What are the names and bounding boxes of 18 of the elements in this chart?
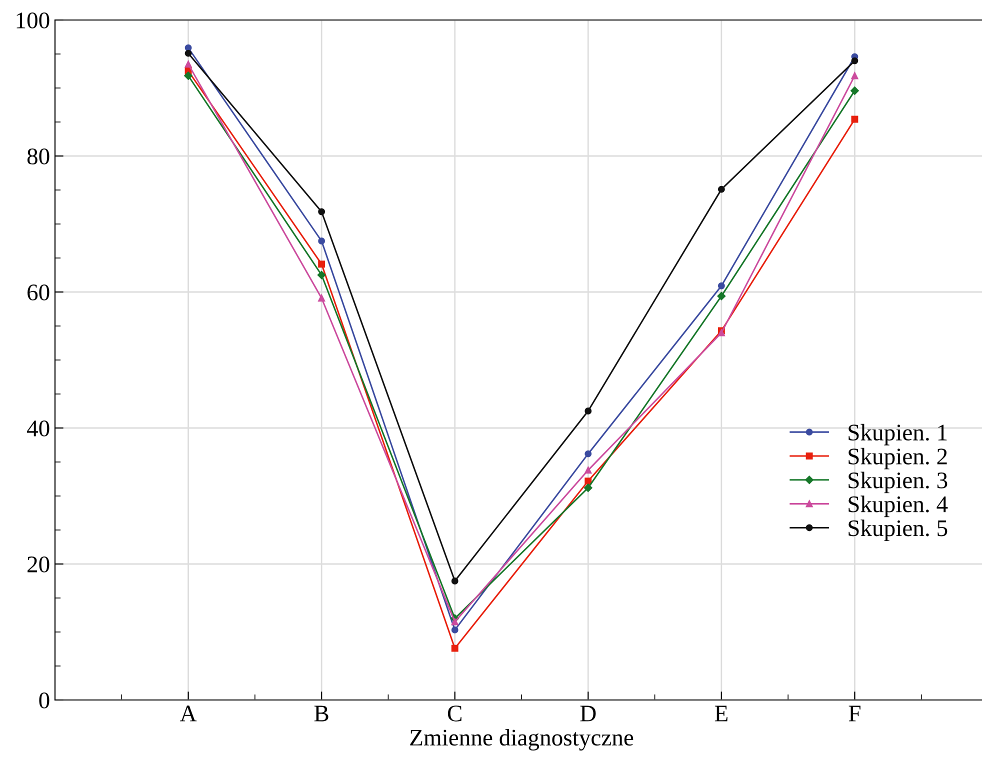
y-tick-label: 20 [28,556,50,572]
x-tick-label: A [180,706,197,722]
y-tick-label: 100 [16,12,50,28]
x-tick-label: F [848,706,860,722]
legend-label: Skupien. 4 [848,496,948,518]
y-tick-label: 40 [26,420,50,436]
x-tick-label: D [580,706,596,722]
legend-label: Skupien. 5 [848,520,948,542]
legend-label: Skupien. 3 [848,472,948,494]
x-tick-label: C [448,706,462,722]
legend-label: Skupien. 1 [848,424,947,446]
y-tick-label: 0 [39,692,50,708]
x-axis-title: Zmienne diagnostyczne [410,729,634,751]
y-tick-label: 80 [27,148,50,164]
y-tick-label: 60 [28,284,50,300]
x-tick-label: B [314,706,328,722]
x-tick-label: E [714,706,728,722]
legend-label: Skupien. 2 [848,448,947,470]
